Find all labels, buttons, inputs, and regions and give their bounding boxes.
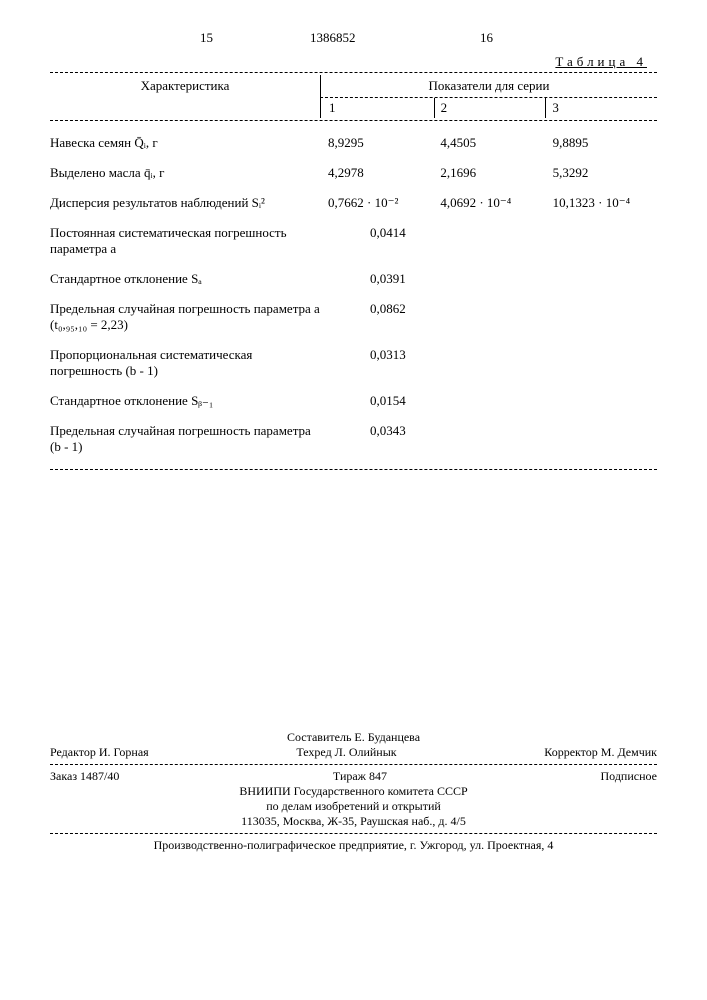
row-label: Постоянная систематическая погрешность п… [50,225,320,257]
table-row: Стандартное отклонение Sᵦ₋₁ 0,0154 [50,393,657,409]
org-line-1: ВНИИПИ Государственного комитета СССР [50,784,657,799]
table-row: Предельная случайная погрешность парамет… [50,423,657,455]
page-num-right: 16 [480,30,493,46]
cell: 0,0414 [320,225,657,241]
cell: 9,8895 [545,135,657,151]
cell: 0,0343 [320,423,657,439]
print-house: Производственно-полиграфическое предприя… [50,838,657,853]
imprint-block: Составитель Е. Буданцева Редактор И. Гор… [50,730,657,853]
col-head-series: Показатели для серии [320,75,657,97]
cell: 4,2978 [320,165,432,181]
col-num-1: 1 [320,98,434,118]
rule [50,120,657,121]
order-num: Заказ 1487/40 [50,769,119,784]
table-row: Постоянная систематическая погрешность п… [50,225,657,257]
row-label: Стандартное отклонение Sₐ [50,271,320,287]
table-row: Стандартное отклонение Sₐ 0,0391 [50,271,657,287]
subscribe: Подписное [601,769,658,784]
editor: Редактор И. Горная [50,745,149,760]
cell: 2,1696 [432,165,544,181]
tehred: Техред Л. Олийнык [296,745,396,760]
cell: 10,1323 · 10⁻⁴ [545,195,657,211]
rule [50,764,657,765]
rule [50,833,657,834]
page-header: 15 1386852 16 [50,30,657,50]
col-num-3: 3 [545,98,657,118]
table-caption: Таблица 4 [50,54,657,70]
table-row: Навеска семян Q̄ᵢ, г 8,9295 4,4505 9,889… [50,135,657,151]
cell: 8,9295 [320,135,432,151]
row-label: Предельная случайная погрешность парамет… [50,423,320,455]
row-label: Стандартное отклонение Sᵦ₋₁ [50,393,320,409]
row-label: Дисперсия результатов наблюдений Sᵢ² [50,195,320,211]
page-num-left: 15 [200,30,213,46]
cell: 0,0391 [320,271,657,287]
cell: 0,0862 [320,301,657,317]
cell: 0,7662 · 10⁻² [320,195,432,211]
row-label: Навеска семян Q̄ᵢ, г [50,135,320,151]
table-header-row: Характеристика Показатели для серии [50,75,657,97]
cell: 0,0313 [320,347,657,363]
table-row: Пропорциональная систематическая погрешн… [50,347,657,379]
rule [50,469,657,470]
rule [50,72,657,73]
row-label: Выделено масла q̄ᵢ, г [50,165,320,181]
row-label: Предельная случайная погрешность парамет… [50,301,320,333]
org-line-2: по делам изобретений и открытий [50,799,657,814]
cell: 4,0692 · 10⁻⁴ [432,195,544,211]
cell: 5,3292 [545,165,657,181]
compiler: Составитель Е. Буданцева [50,730,657,745]
cell: 0,0154 [320,393,657,409]
table-row: Дисперсия результатов наблюдений Sᵢ² 0,7… [50,195,657,211]
table-row: Предельная случайная погрешность парамет… [50,301,657,333]
table-subheader: 1 2 3 [50,97,657,118]
row-label: Пропорциональная систематическая погрешн… [50,347,320,379]
col-head-characteristic: Характеристика [50,75,320,97]
cell: 4,4505 [432,135,544,151]
doc-number: 1386852 [310,30,356,46]
tirage: Тираж 847 [333,769,387,784]
table-row: Выделено масла q̄ᵢ, г 4,2978 2,1696 5,32… [50,165,657,181]
col-num-2: 2 [434,98,546,118]
corrector: Корректор М. Демчик [544,745,657,760]
org-address: 113035, Москва, Ж-35, Раушская наб., д. … [50,814,657,829]
